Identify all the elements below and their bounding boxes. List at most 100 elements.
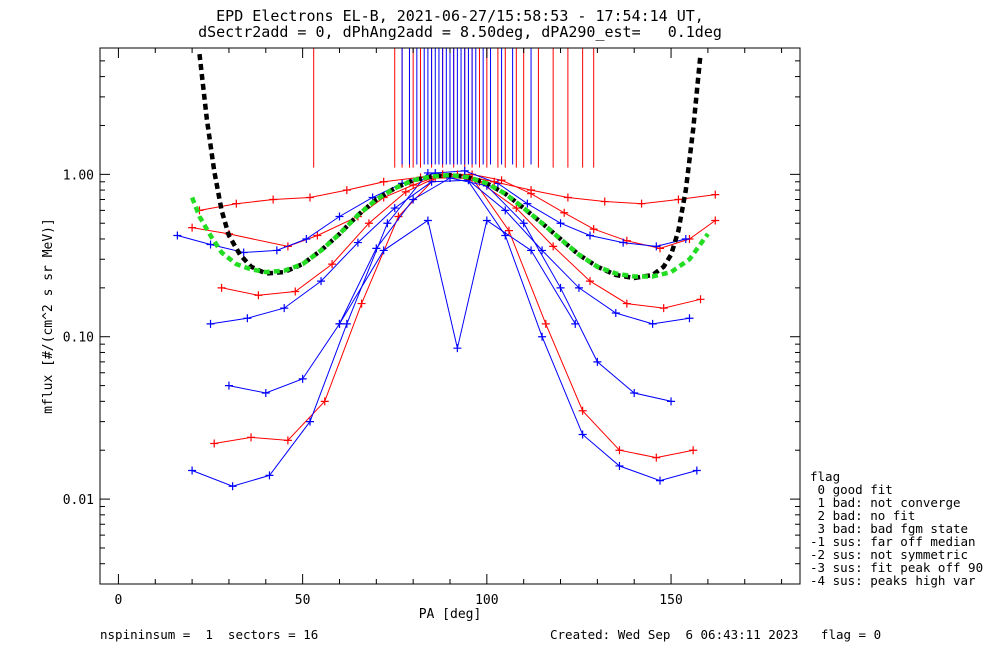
data-point: [696, 295, 705, 304]
legend-item: 0 good fit: [810, 482, 893, 497]
data-point: [265, 471, 274, 480]
data-point: [320, 397, 329, 406]
data-point: [578, 406, 587, 415]
legend-item: -4 sus: peaks high var: [810, 573, 976, 588]
data-point: [556, 283, 565, 292]
data-point: [652, 242, 661, 251]
data-point: [681, 234, 690, 243]
data-point: [674, 195, 683, 204]
fit-curve: [190, 172, 710, 279]
y-tick-label: 0.01: [63, 493, 94, 508]
data-point: [261, 389, 270, 398]
data-point: [232, 199, 241, 208]
series-line: [210, 179, 690, 325]
data-point: [364, 219, 373, 228]
y-tick-label: 1.00: [63, 168, 94, 183]
data-point: [549, 242, 558, 251]
data-point: [622, 299, 631, 308]
data-point: [302, 234, 311, 243]
data-point: [401, 187, 410, 196]
chart-title: EPD Electrons EL-B, 2021-06-27/15:58:53 …: [216, 7, 704, 25]
data-point: [711, 190, 720, 199]
data-point: [615, 446, 624, 455]
legend-item: -2 sus: not symmetric: [810, 547, 969, 562]
legend-item: 3 bad: bad fgm state: [810, 521, 969, 536]
fit-model-curve: [197, 53, 703, 281]
data-point: [637, 199, 646, 208]
data-point: [615, 461, 624, 470]
data-point: [589, 225, 598, 234]
data-point: [586, 231, 594, 240]
data-point: [586, 277, 594, 286]
data-point: [523, 199, 532, 208]
x-tick-label: 0: [115, 593, 123, 608]
legend-item: -3 sus: fit peak off 90: [810, 560, 984, 575]
series-line: [192, 173, 716, 249]
data-point: [527, 186, 536, 195]
x-tick-label: 100: [475, 593, 498, 608]
legend-item: 2 bad: no fit: [810, 508, 916, 523]
y-tick-label: 0.10: [63, 331, 94, 346]
legend-title: flag: [810, 469, 841, 484]
data-point: [538, 332, 547, 341]
data-point: [482, 216, 491, 225]
data-point: [423, 216, 432, 225]
data-point: [519, 219, 528, 228]
legend-item: -1 sus: far off median: [810, 534, 976, 549]
data-point: [571, 319, 580, 328]
y-axis-label: mflux [#/(cm^2 s sr MeV)]: [41, 218, 56, 414]
data-point: [501, 206, 510, 215]
data-point: [298, 374, 307, 383]
series-line: [339, 219, 576, 349]
data-point: [306, 193, 314, 202]
footer-right: Created: Wed Sep 6 06:43:11 2023 flag = …: [550, 627, 882, 642]
chart-subtitle: dSectr2add = 0, dPhAng2add = 8.50deg, dP…: [198, 23, 722, 41]
data-point: [291, 287, 300, 296]
data-point: [335, 212, 344, 221]
data-point: [563, 193, 572, 202]
data-point: [504, 226, 513, 235]
data-point: [335, 319, 344, 328]
data-point: [206, 240, 215, 249]
data-point: [254, 291, 263, 300]
data-point: [269, 195, 278, 204]
data-point: [280, 304, 289, 313]
x-tick-label: 150: [659, 593, 682, 608]
data-point: [379, 246, 388, 255]
data-point: [247, 433, 256, 442]
data-point: [210, 439, 219, 448]
data-point: [217, 283, 226, 292]
data-point: [342, 319, 351, 328]
data-point: [206, 319, 215, 328]
data-point: [188, 223, 197, 232]
data-point: [711, 216, 720, 225]
data-point: [527, 246, 536, 255]
data-point: [228, 482, 237, 491]
data-point: [659, 304, 668, 313]
data-point: [342, 186, 351, 195]
data-point: [541, 319, 550, 328]
data-point: [619, 238, 628, 247]
data-point: [630, 389, 639, 398]
data-point: [692, 466, 701, 475]
data-point: [317, 277, 326, 286]
data-point: [313, 231, 322, 240]
data-point: [593, 357, 602, 366]
data-point: [306, 417, 314, 426]
data-point: [685, 314, 694, 323]
data-point: [490, 177, 499, 186]
footer-left: nspininsum = 1 sectors = 16: [100, 627, 319, 642]
data-point: [409, 195, 418, 204]
data-point: [574, 283, 583, 292]
data-point: [652, 453, 661, 462]
data-point: [689, 446, 698, 455]
data-point: [372, 244, 381, 253]
data-point: [667, 397, 676, 406]
data-point: [512, 204, 521, 213]
data-point: [648, 319, 657, 328]
x-tick-label: 50: [295, 593, 311, 608]
data-point: [224, 381, 233, 390]
legend-item: 1 bad: not converge: [810, 495, 961, 510]
series-line: [214, 177, 694, 459]
